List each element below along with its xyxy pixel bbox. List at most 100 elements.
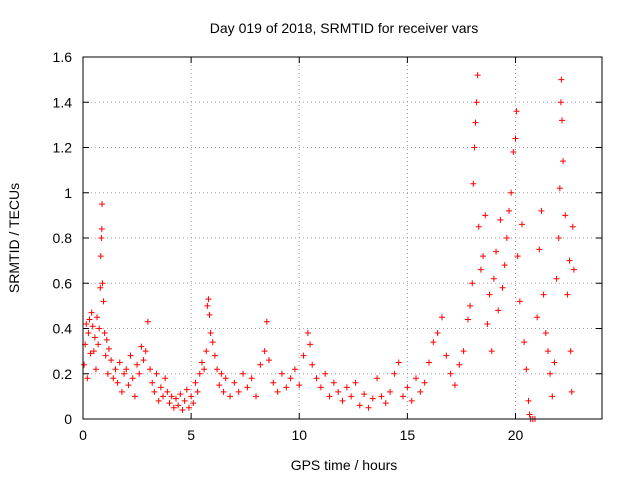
data-point bbox=[192, 379, 199, 386]
data-point bbox=[426, 359, 432, 366]
data-point bbox=[513, 108, 520, 115]
data-point bbox=[387, 388, 394, 395]
data-point bbox=[553, 275, 560, 282]
data-point bbox=[248, 375, 255, 382]
data-point bbox=[181, 397, 188, 404]
data-point bbox=[83, 320, 90, 327]
data-point bbox=[206, 311, 213, 318]
data-points bbox=[81, 72, 577, 422]
data-point bbox=[97, 253, 104, 260]
data-point bbox=[549, 393, 556, 400]
data-point bbox=[211, 352, 218, 359]
data-point bbox=[343, 384, 350, 391]
data-point bbox=[503, 235, 510, 241]
data-point bbox=[569, 223, 576, 230]
data-point bbox=[400, 393, 407, 400]
data-point bbox=[151, 388, 158, 395]
data-point bbox=[85, 330, 92, 337]
data-point bbox=[484, 320, 491, 327]
data-point bbox=[278, 370, 285, 377]
data-point bbox=[144, 318, 151, 325]
data-point bbox=[99, 201, 106, 208]
data-point bbox=[227, 393, 234, 400]
data-point bbox=[307, 341, 314, 348]
data-point bbox=[413, 375, 420, 382]
data-point bbox=[540, 291, 547, 298]
data-point bbox=[469, 280, 476, 287]
data-point bbox=[523, 366, 530, 373]
data-point bbox=[356, 402, 363, 409]
data-point bbox=[300, 352, 307, 359]
data-point bbox=[486, 291, 493, 298]
data-point bbox=[470, 180, 477, 187]
data-point bbox=[555, 235, 562, 241]
grid bbox=[83, 57, 602, 419]
data-point bbox=[536, 246, 543, 253]
data-point bbox=[97, 284, 104, 291]
data-point bbox=[222, 375, 229, 382]
data-point bbox=[104, 370, 111, 377]
data-point bbox=[261, 348, 268, 355]
data-point bbox=[447, 370, 454, 377]
data-point bbox=[244, 384, 251, 391]
data-point bbox=[185, 404, 192, 411]
data-point bbox=[283, 384, 290, 391]
data-point bbox=[110, 375, 117, 382]
data-point bbox=[270, 379, 277, 386]
data-point bbox=[155, 397, 162, 404]
data-point bbox=[395, 359, 402, 366]
data-point bbox=[526, 411, 533, 418]
data-point bbox=[204, 302, 211, 309]
data-point bbox=[147, 366, 154, 373]
data-point bbox=[382, 400, 389, 407]
data-point bbox=[369, 395, 376, 402]
x-tick-label: 15 bbox=[400, 427, 416, 443]
data-point bbox=[207, 330, 214, 337]
y-tick-label: 1.6 bbox=[53, 49, 73, 65]
data-point bbox=[570, 266, 577, 273]
data-point bbox=[90, 348, 97, 355]
data-point bbox=[560, 158, 567, 165]
data-point bbox=[557, 99, 564, 106]
data-point bbox=[100, 298, 107, 305]
data-point bbox=[542, 330, 549, 337]
data-point bbox=[179, 406, 186, 413]
data-point bbox=[564, 291, 571, 298]
data-point bbox=[475, 223, 482, 230]
data-point bbox=[136, 370, 143, 377]
x-tick-label: 0 bbox=[79, 427, 87, 443]
data-point bbox=[558, 117, 565, 124]
data-point bbox=[91, 334, 98, 341]
data-point bbox=[220, 388, 227, 395]
data-point bbox=[430, 339, 437, 346]
data-point bbox=[547, 370, 554, 377]
y-tick-label: 1.4 bbox=[53, 94, 73, 110]
data-point bbox=[96, 325, 103, 332]
data-point bbox=[162, 375, 169, 382]
data-point bbox=[361, 391, 368, 398]
data-point bbox=[177, 391, 184, 398]
data-point bbox=[451, 382, 458, 389]
data-point bbox=[391, 370, 398, 377]
axis-ticks: 0 5 10 15 20 0 0.2 0.4 0.6 0.8 1 1.2 1.4 1.6 bbox=[53, 49, 602, 443]
data-point bbox=[490, 275, 497, 282]
data-point bbox=[95, 341, 102, 348]
data-point bbox=[506, 207, 513, 214]
data-point bbox=[404, 384, 411, 391]
data-point bbox=[125, 382, 132, 389]
data-point bbox=[544, 348, 551, 355]
data-point bbox=[438, 314, 445, 321]
data-point bbox=[417, 388, 424, 395]
chart-title: Day 019 of 2018, SRMTID for receiver var… bbox=[210, 20, 478, 36]
y-tick-label: 1 bbox=[64, 185, 72, 201]
data-point bbox=[335, 388, 342, 395]
data-point bbox=[477, 266, 484, 273]
data-point bbox=[339, 397, 346, 404]
x-tick-label: 20 bbox=[508, 427, 524, 443]
data-point bbox=[516, 298, 523, 305]
data-point bbox=[456, 361, 463, 368]
data-point bbox=[121, 370, 128, 377]
data-point bbox=[140, 357, 147, 364]
data-point bbox=[317, 384, 324, 391]
data-point bbox=[558, 76, 565, 83]
